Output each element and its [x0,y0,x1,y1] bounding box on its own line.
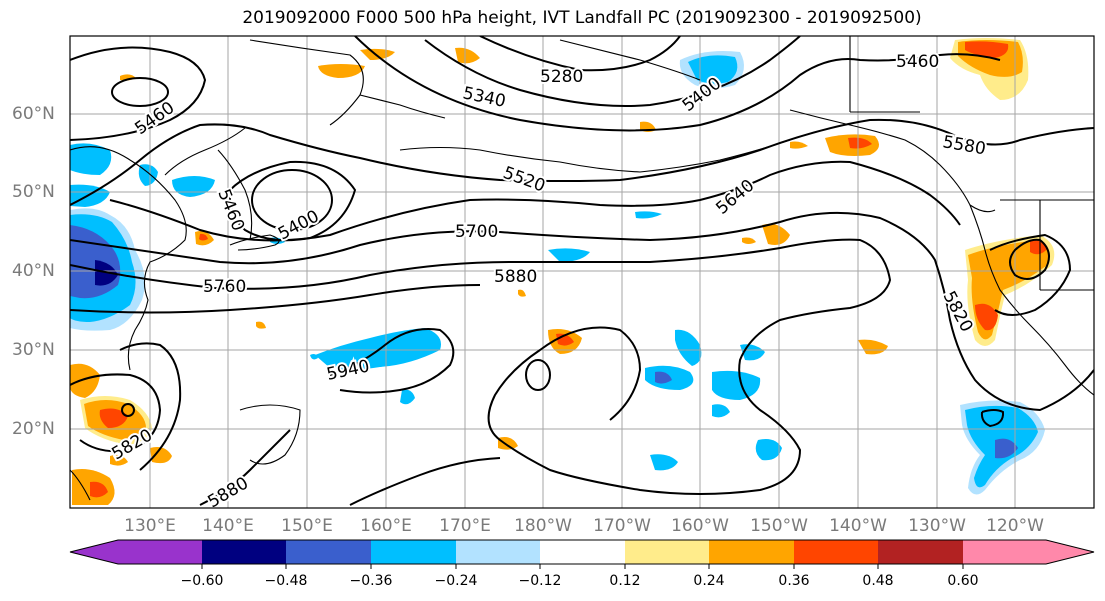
lon-label: 120°W [986,516,1044,536]
map-title: 2019092000 F000 500 hPa height, IVT Land… [242,8,922,28]
colorbar-cell [540,540,625,564]
ivt-positive-shading [70,38,1055,505]
lat-label-30n: 30°N [12,340,55,360]
lon-label: 140°E [202,516,254,536]
colorbar-cell [625,540,709,564]
ivt-negative-shading [70,51,1045,495]
colorbar-cell [456,540,540,564]
colorbar-outline [69,539,1095,565]
lon-label: 180°W [514,516,572,536]
colorbar-cell [371,540,456,564]
colorbar-tick-label: −0.36 [349,573,393,589]
map-title-area: 2019092000 F000 500 hPa height, IVT Land… [70,0,1094,36]
lat-label-50n: 50°N [12,182,55,202]
colorbar-tick-label: 0.48 [862,573,894,589]
map-frame [69,35,1095,509]
colorbar-tick-label: −0.24 [434,573,478,589]
colorbar-cell [118,540,202,564]
contour-label: 5700 [455,222,498,242]
map-background [70,36,1094,508]
lon-label: 160°E [360,516,412,536]
lon-label: 150°W [750,516,808,536]
lon-label: 170°W [593,516,651,536]
colorbar-tick-label: 0.12 [609,573,641,589]
colorbar-extend-low [70,540,118,564]
colorbar-cell [963,540,1046,564]
map-gridlines [70,36,1094,508]
colorbar-tick-label: 0.60 [947,573,979,589]
contour-label: 5760 [203,277,246,297]
lat-label-40n: 40°N [12,261,55,281]
colorbar-cells [118,540,1046,564]
colorbar-cell [794,540,878,564]
colorbar-cell [202,540,286,564]
colorbar-ticks [201,564,964,569]
lon-label: 170°E [439,516,491,536]
contour-label: 5280 [540,67,583,87]
colorbar-cell [286,540,371,564]
colorbar-tick-label: −0.48 [264,573,308,589]
colorbar-tick-label: 0.36 [778,573,810,589]
contour-label: 5880 [494,267,537,287]
colorbar [69,539,1095,569]
lon-label: 130°E [124,516,176,536]
height-contours [70,36,1094,506]
lat-label-60n: 60°N [12,104,55,124]
colorbar-extend-high [1046,540,1094,564]
lon-label: 130°W [908,516,966,536]
lon-label: 150°E [281,516,333,536]
colorbar-tick-label: −0.12 [518,573,562,589]
colorbar-tick-label: −0.60 [180,573,224,589]
colorbar-cell [878,540,963,564]
contour-label: 5460 [896,52,939,72]
colorbar-tick-label: 0.24 [693,573,725,589]
lon-label: 140°W [829,516,887,536]
lat-label-20n: 20°N [12,419,55,439]
colorbar-cell [709,540,794,564]
lon-label: 160°W [671,516,729,536]
